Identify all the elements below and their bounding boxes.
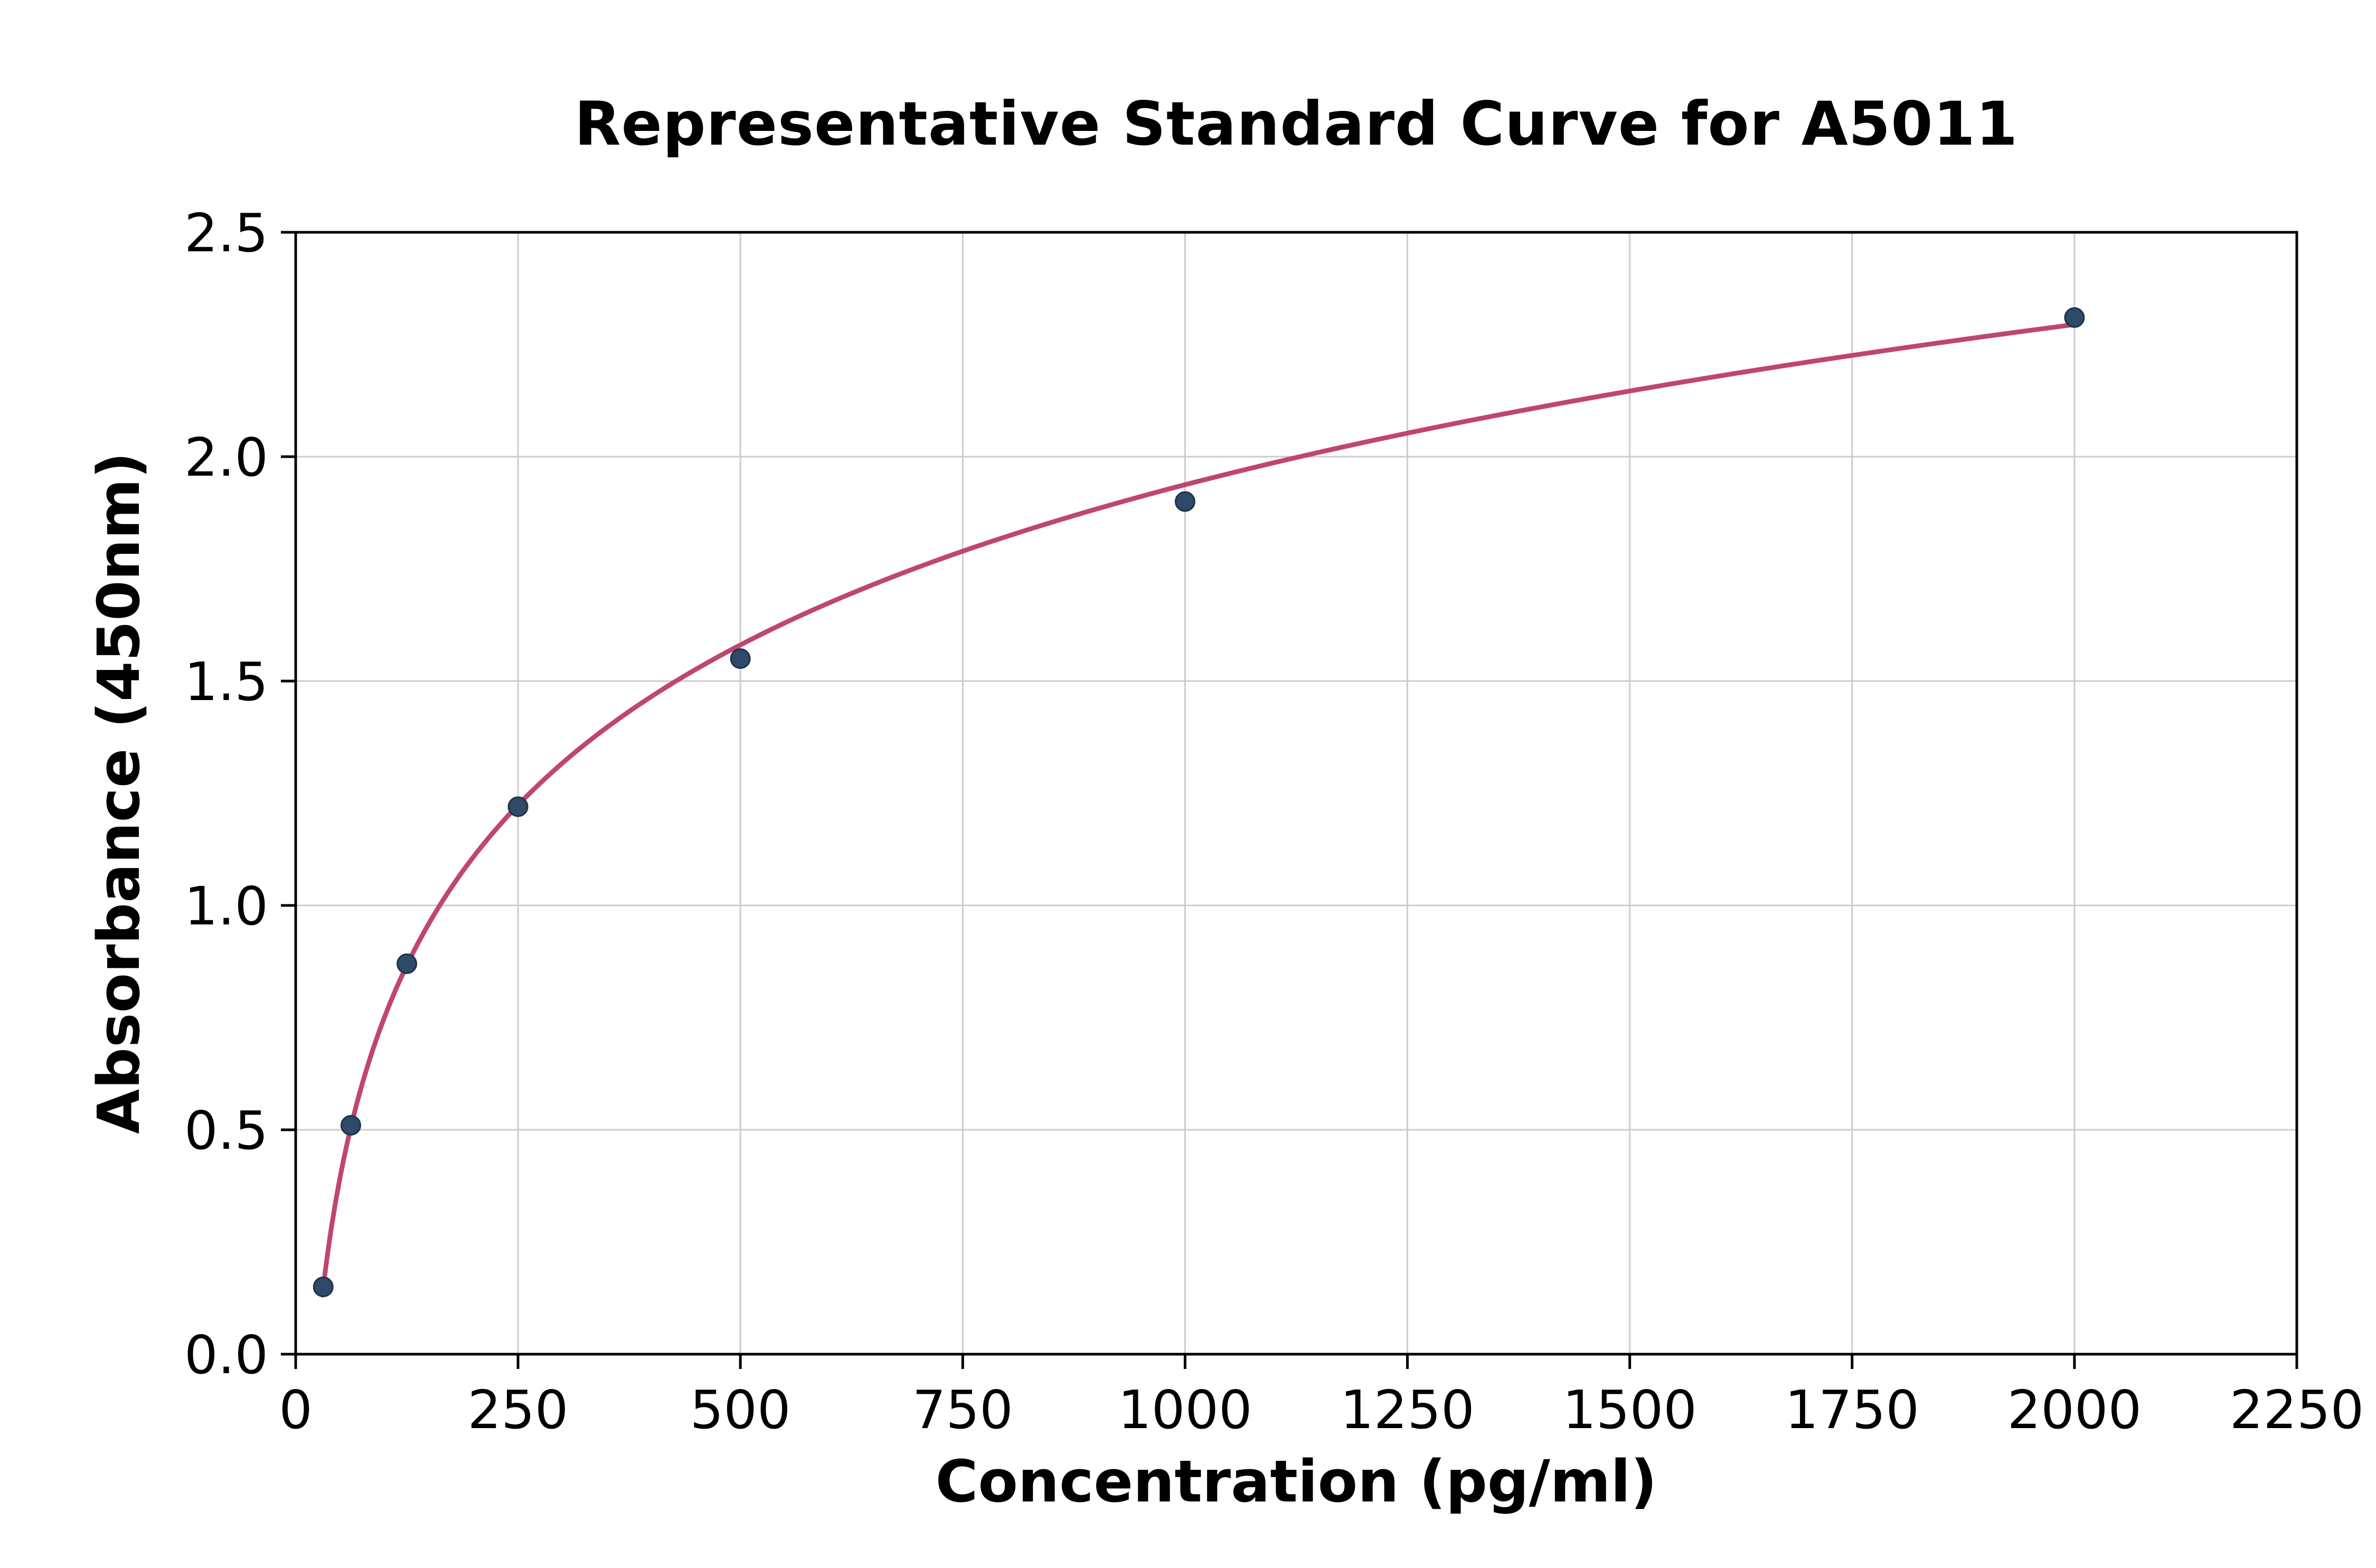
x-tick-label: 1500 xyxy=(1562,1379,1697,1441)
x-tick-label: 1250 xyxy=(1340,1379,1475,1441)
x-tick-label: 250 xyxy=(468,1379,569,1441)
y-tick-label: 2.0 xyxy=(184,427,268,488)
x-axis-label: Concentration (pg/ml) xyxy=(935,1448,1657,1515)
chart-title: Representative Standard Curve for A5011 xyxy=(574,89,2019,159)
plot-border xyxy=(294,231,2298,1356)
y-tick-label: 0.5 xyxy=(184,1100,268,1161)
y-tick-label: 0.0 xyxy=(184,1324,268,1386)
x-tick-label: 1000 xyxy=(1118,1379,1252,1441)
y-tick-label: 1.0 xyxy=(184,875,268,937)
data-point xyxy=(507,796,529,817)
x-tick-label: 0 xyxy=(279,1379,313,1441)
x-tick-label: 500 xyxy=(690,1379,791,1441)
fit-curve-line xyxy=(320,322,2077,1298)
y-tick-label: 1.5 xyxy=(184,651,268,713)
data-point xyxy=(397,953,418,974)
x-tick-label: 2250 xyxy=(2230,1379,2364,1441)
y-tick-label: 2.5 xyxy=(184,202,268,264)
x-tick-label: 2000 xyxy=(2007,1379,2142,1441)
x-tick-label: 1750 xyxy=(1785,1379,1920,1441)
data-point xyxy=(313,1277,334,1297)
data-point xyxy=(340,1115,361,1136)
data-point xyxy=(2064,307,2085,328)
data-point xyxy=(730,648,751,669)
data-point xyxy=(1174,491,1195,512)
x-tick-label: 750 xyxy=(912,1379,1013,1441)
